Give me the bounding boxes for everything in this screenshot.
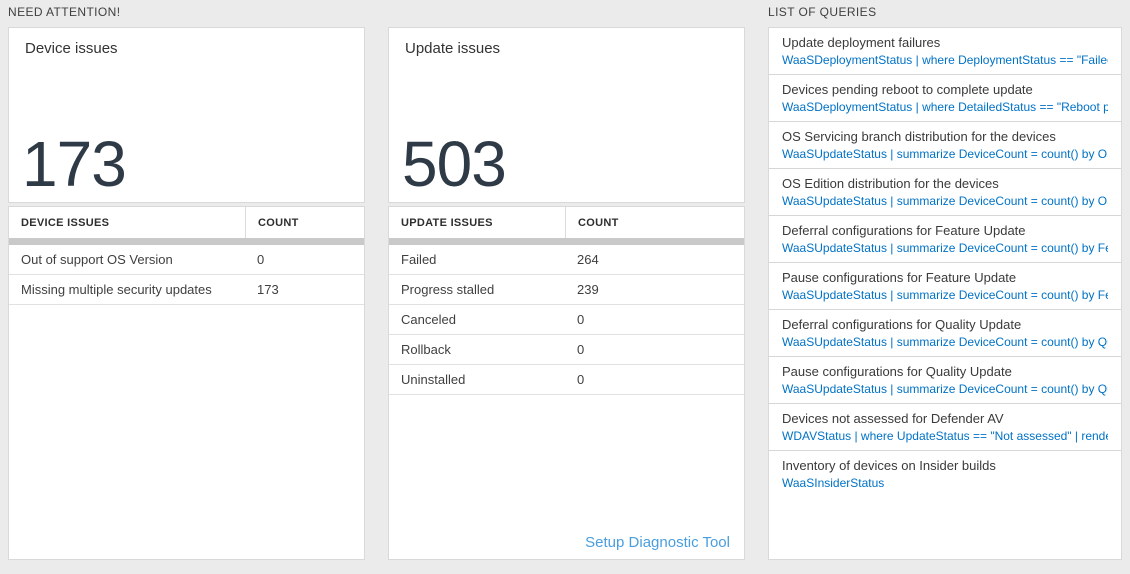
query-item[interactable]: Deferral configurations for Quality Upda…: [769, 310, 1121, 357]
update-issues-rows: Failed 264 Progress stalled 239 Canceled…: [389, 245, 744, 395]
query-title: Deferral configurations for Feature Upda…: [782, 223, 1026, 238]
query-text: WaaSUpdateStatus | summarize DeviceCount…: [782, 382, 1108, 396]
query-text: WDAVStatus | where UpdateStatus == "Not …: [782, 429, 1108, 443]
query-item[interactable]: Devices pending reboot to complete updat…: [769, 75, 1121, 122]
query-title: OS Servicing branch distribution for the…: [782, 129, 1056, 144]
query-text: WaaSUpdateStatus | summarize DeviceCount…: [782, 335, 1108, 349]
issue-label: Rollback: [401, 342, 451, 357]
column-header-count: COUNT: [565, 207, 744, 238]
need-attention-label: NEED ATTENTION!: [8, 5, 121, 19]
device-issues-count: 173: [22, 128, 127, 200]
query-item[interactable]: Deferral configurations for Feature Upda…: [769, 216, 1121, 263]
update-issues-table-header: UPDATE ISSUES COUNT: [389, 207, 744, 238]
device-issues-tile[interactable]: Device issues 173: [8, 27, 365, 203]
query-title: Pause configurations for Quality Update: [782, 364, 1012, 379]
table-row[interactable]: Failed 264: [389, 245, 744, 275]
issue-count: 239: [577, 282, 599, 297]
query-item[interactable]: Pause configurations for Feature Update …: [769, 263, 1121, 310]
query-title: Inventory of devices on Insider builds: [782, 458, 996, 473]
column-header-device-issues: DEVICE ISSUES: [21, 216, 110, 229]
query-title: Pause configurations for Feature Update: [782, 270, 1017, 285]
issue-label: Failed: [401, 252, 437, 267]
issue-count: 264: [577, 252, 599, 267]
query-text: WaaSInsiderStatus: [782, 476, 885, 490]
device-issues-table: DEVICE ISSUES COUNT Out of support OS Ve…: [8, 206, 365, 560]
table-row[interactable]: Progress stalled 239: [389, 275, 744, 305]
issue-label: Uninstalled: [401, 372, 466, 387]
issue-label: Out of support OS Version: [21, 252, 173, 267]
issue-label: Missing multiple security updates: [21, 282, 212, 297]
issue-count: 0: [577, 342, 585, 357]
issue-count: 0: [577, 372, 585, 387]
query-title: Deferral configurations for Quality Upda…: [782, 317, 1022, 332]
query-title: OS Edition distribution for the devices: [782, 176, 999, 191]
query-text: WaaSUpdateStatus | summarize DeviceCount…: [782, 194, 1108, 208]
query-title: Devices pending reboot to complete updat…: [782, 82, 1033, 97]
horizontal-scrollbar[interactable]: [389, 238, 744, 245]
column-header-update-issues: UPDATE ISSUES: [401, 216, 493, 229]
query-list: Update deployment failures WaaSDeploymen…: [768, 27, 1122, 560]
device-issues-rows: Out of support OS Version 0 Missing mult…: [9, 245, 364, 305]
query-item[interactable]: Pause configurations for Quality Update …: [769, 357, 1121, 404]
query-title: Devices not assessed for Defender AV: [782, 411, 1004, 426]
table-row[interactable]: Missing multiple security updates 173: [9, 275, 364, 305]
query-item[interactable]: Devices not assessed for Defender AV WDA…: [769, 404, 1121, 451]
update-issues-table: UPDATE ISSUES COUNT Failed 264 Progress …: [388, 206, 745, 560]
horizontal-scrollbar[interactable]: [9, 238, 364, 245]
issue-count: 0: [577, 312, 585, 327]
query-item[interactable]: OS Servicing branch distribution for the…: [769, 122, 1121, 169]
query-text: WaaSUpdateStatus | summarize DeviceCount…: [782, 288, 1108, 302]
device-issues-table-header: DEVICE ISSUES COUNT: [9, 207, 364, 238]
update-issues-title: Update issues: [405, 40, 501, 57]
query-item[interactable]: Update deployment failures WaaSDeploymen…: [769, 28, 1121, 75]
query-item[interactable]: OS Edition distribution for the devices …: [769, 169, 1121, 216]
query-text: WaaSUpdateStatus | summarize DeviceCount…: [782, 241, 1108, 255]
query-text: WaaSDeploymentStatus | where DeploymentS…: [782, 53, 1108, 67]
issue-count: 173: [257, 282, 279, 297]
issue-count: 0: [257, 252, 265, 267]
device-issues-title: Device issues: [25, 40, 118, 57]
setup-diagnostic-tool-link[interactable]: Setup Diagnostic Tool: [585, 534, 730, 551]
table-row[interactable]: Canceled 0: [389, 305, 744, 335]
issue-label: Progress stalled: [401, 282, 495, 297]
table-row[interactable]: Out of support OS Version 0: [9, 245, 364, 275]
query-title: Update deployment failures: [782, 35, 941, 50]
column-header-count: COUNT: [245, 207, 364, 238]
table-row[interactable]: Uninstalled 0: [389, 365, 744, 395]
list-of-queries-label: LIST OF QUERIES: [768, 5, 877, 19]
table-row[interactable]: Rollback 0: [389, 335, 744, 365]
query-text: WaaSDeploymentStatus | where DetailedSta…: [782, 100, 1108, 114]
query-text: WaaSUpdateStatus | summarize DeviceCount…: [782, 147, 1108, 161]
query-item[interactable]: Inventory of devices on Insider builds W…: [769, 451, 1121, 497]
issue-label: Canceled: [401, 312, 456, 327]
update-issues-count: 503: [402, 128, 507, 200]
update-issues-tile[interactable]: Update issues 503: [388, 27, 745, 203]
